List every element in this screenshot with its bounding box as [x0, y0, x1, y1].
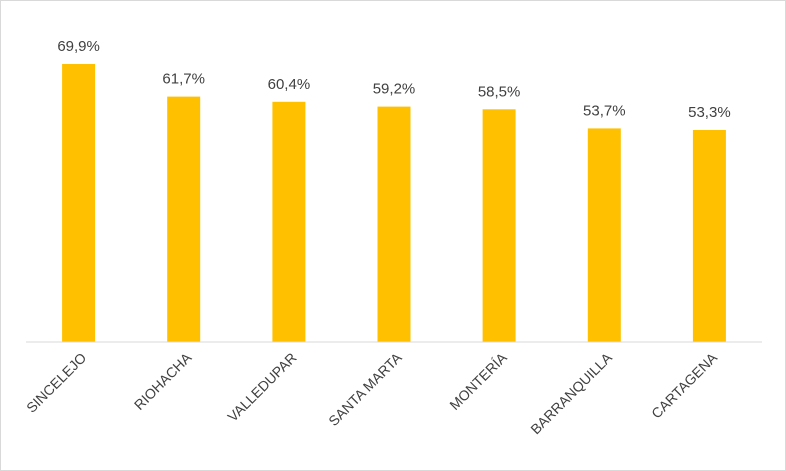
- bar-barranquilla: [587, 128, 621, 342]
- data-label: 69,9%: [57, 38, 100, 55]
- category-label: BARRANQUILLA: [527, 349, 615, 437]
- category-label: SINCELEJO: [23, 349, 89, 415]
- bar-riohacha: [167, 96, 201, 342]
- data-label: 53,3%: [688, 104, 731, 121]
- bar-cartagena: [692, 130, 726, 342]
- bar-group: [62, 64, 726, 342]
- bar-montería: [482, 109, 516, 342]
- data-label: 60,4%: [268, 76, 311, 93]
- data-label-group: 69,9% 61,7% 60,4% 59,2% 58,5% 53,7% 53,3%: [57, 38, 730, 121]
- category-label: RIOHACHA: [131, 349, 195, 413]
- category-label: SANTA MARTA: [325, 349, 405, 429]
- bar-valledupar: [272, 101, 306, 342]
- category-label: VALLEDUPAR: [224, 349, 299, 424]
- data-label: 59,2%: [373, 81, 416, 98]
- category-label: MONTERÍA: [446, 349, 510, 413]
- category-label: CARTAGENA: [648, 349, 720, 421]
- bar-sincelejo: [62, 64, 96, 342]
- data-label: 58,5%: [478, 83, 521, 100]
- data-label: 61,7%: [162, 71, 205, 88]
- category-label-group: SINCELEJO RIOHACHA VALLEDUPAR SANTA MARTA MO…: [23, 349, 721, 437]
- bar-santa-marta: [377, 106, 411, 342]
- data-label: 53,7%: [583, 102, 626, 119]
